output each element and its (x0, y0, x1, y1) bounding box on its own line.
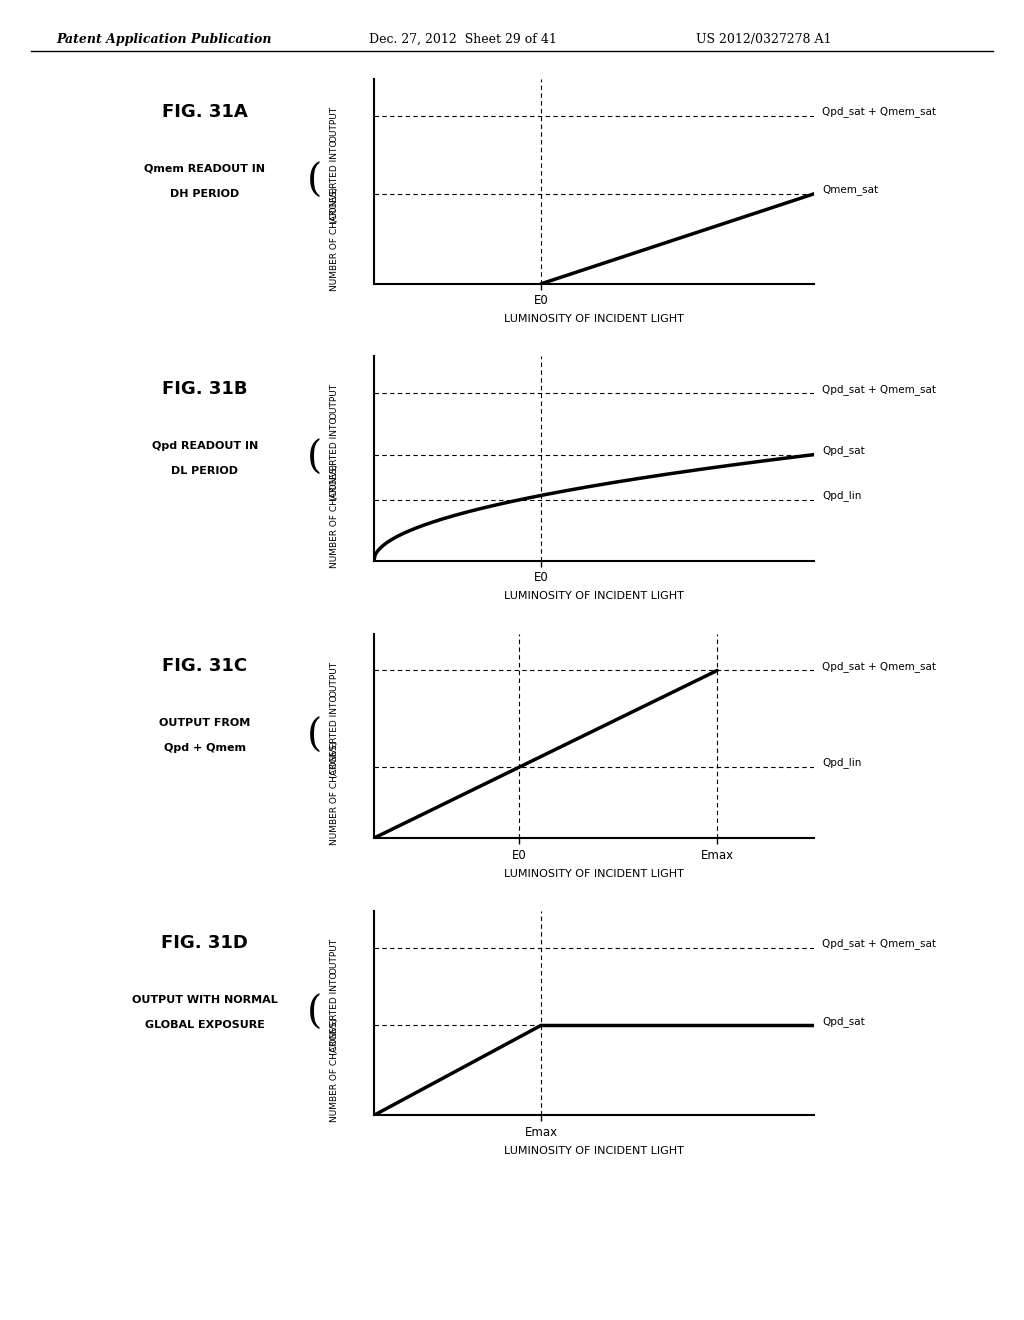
X-axis label: LUMINOSITY OF INCIDENT LIGHT: LUMINOSITY OF INCIDENT LIGHT (504, 591, 684, 602)
Text: OUTPUT: OUTPUT (330, 106, 339, 143)
Text: US 2012/0327278 A1: US 2012/0327278 A1 (696, 33, 831, 46)
Text: OUTPUT: OUTPUT (330, 937, 339, 974)
Text: DL PERIOD: DL PERIOD (171, 466, 239, 475)
Text: Qpd_lin: Qpd_lin (822, 490, 861, 502)
Text: FIG. 31D: FIG. 31D (162, 935, 248, 952)
X-axis label: LUMINOSITY OF INCIDENT LIGHT: LUMINOSITY OF INCIDENT LIGHT (504, 314, 684, 325)
Text: (: ( (307, 162, 322, 201)
Text: (CONVERTED INTO: (CONVERTED INTO (330, 140, 339, 223)
Text: GLOBAL EXPOSURE: GLOBAL EXPOSURE (144, 1020, 265, 1030)
Text: OUTPUT: OUTPUT (330, 383, 339, 420)
Text: Qpd_lin: Qpd_lin (822, 758, 861, 768)
Text: (: ( (307, 717, 322, 755)
Text: NUMBER OF CHARGES): NUMBER OF CHARGES) (330, 741, 339, 845)
Text: DH PERIOD: DH PERIOD (170, 189, 240, 198)
Text: NUMBER OF CHARGES): NUMBER OF CHARGES) (330, 186, 339, 290)
X-axis label: LUMINOSITY OF INCIDENT LIGHT: LUMINOSITY OF INCIDENT LIGHT (504, 869, 684, 879)
Text: Qpd + Qmem: Qpd + Qmem (164, 743, 246, 752)
Text: Qpd_sat + Qmem_sat: Qpd_sat + Qmem_sat (822, 939, 936, 949)
Text: (CONVERTED INTO: (CONVERTED INTO (330, 694, 339, 777)
Text: OUTPUT FROM: OUTPUT FROM (159, 718, 251, 727)
Text: NUMBER OF CHARGES): NUMBER OF CHARGES) (330, 463, 339, 568)
Text: NUMBER OF CHARGES): NUMBER OF CHARGES) (330, 1018, 339, 1122)
Text: OUTPUT WITH NORMAL: OUTPUT WITH NORMAL (132, 995, 278, 1005)
Text: Dec. 27, 2012  Sheet 29 of 41: Dec. 27, 2012 Sheet 29 of 41 (369, 33, 556, 46)
Text: OUTPUT: OUTPUT (330, 660, 339, 697)
Text: FIG. 31A: FIG. 31A (162, 103, 248, 120)
X-axis label: LUMINOSITY OF INCIDENT LIGHT: LUMINOSITY OF INCIDENT LIGHT (504, 1146, 684, 1156)
Text: Qpd READOUT IN: Qpd READOUT IN (152, 441, 258, 450)
Text: (CONVERTED INTO: (CONVERTED INTO (330, 972, 339, 1055)
Text: FIG. 31C: FIG. 31C (162, 657, 248, 675)
Text: Qpd_sat + Qmem_sat: Qpd_sat + Qmem_sat (822, 661, 936, 672)
Text: (: ( (307, 440, 322, 478)
Text: Qmem READOUT IN: Qmem READOUT IN (144, 164, 265, 173)
Text: Qpd_sat: Qpd_sat (822, 445, 865, 455)
Text: (: ( (307, 994, 322, 1032)
Text: Qpd_sat + Qmem_sat: Qpd_sat + Qmem_sat (822, 384, 936, 395)
Text: Patent Application Publication: Patent Application Publication (56, 33, 271, 46)
Text: Qpd_sat: Qpd_sat (822, 1016, 865, 1027)
Text: Qmem_sat: Qmem_sat (822, 185, 879, 195)
Text: (CONVERTED INTO: (CONVERTED INTO (330, 417, 339, 500)
Text: FIG. 31B: FIG. 31B (162, 380, 248, 397)
Text: Qpd_sat + Qmem_sat: Qpd_sat + Qmem_sat (822, 107, 936, 117)
